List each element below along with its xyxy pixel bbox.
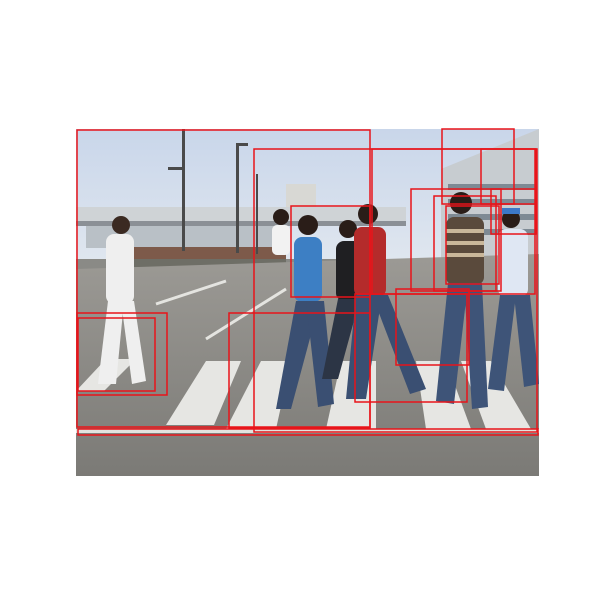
street-photo [76,129,539,476]
light-pole [182,129,185,251]
child-on-shoulders [272,209,290,255]
hedge [116,247,286,261]
crosswalk-scene [76,129,539,476]
